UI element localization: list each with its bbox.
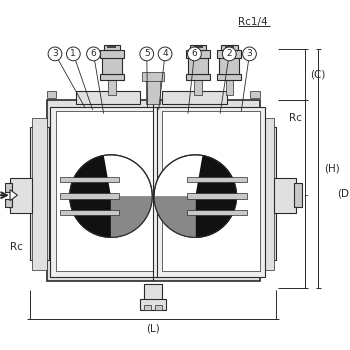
Text: 1: 1	[70, 49, 76, 58]
Bar	[47, 100, 260, 280]
Bar	[250, 91, 260, 98]
Bar	[157, 107, 265, 277]
Circle shape	[243, 47, 256, 61]
Bar	[186, 74, 210, 81]
Text: Rc: Rc	[10, 241, 23, 252]
Bar	[146, 77, 161, 104]
Bar	[102, 56, 122, 74]
Circle shape	[158, 47, 172, 61]
Bar	[186, 50, 210, 57]
Bar	[50, 107, 159, 277]
Bar	[60, 193, 119, 199]
Wedge shape	[195, 155, 237, 237]
Bar	[100, 50, 124, 57]
Bar	[108, 79, 116, 95]
Wedge shape	[154, 196, 195, 237]
Bar	[274, 178, 296, 212]
Bar	[260, 118, 274, 270]
Circle shape	[66, 47, 80, 61]
Bar	[294, 183, 302, 207]
Bar	[76, 91, 140, 104]
Bar	[187, 193, 247, 199]
Text: (L): (L)	[146, 324, 160, 334]
Bar	[104, 45, 120, 50]
Text: 3: 3	[247, 49, 252, 58]
Bar	[217, 74, 241, 81]
Bar	[226, 79, 233, 95]
Text: 2: 2	[226, 49, 232, 58]
Circle shape	[87, 47, 100, 61]
Bar	[140, 299, 166, 310]
Bar	[142, 72, 164, 82]
Bar	[32, 118, 47, 270]
Bar	[5, 183, 12, 207]
Text: Rc1/4: Rc1/4	[238, 17, 268, 27]
Bar	[155, 305, 162, 310]
Text: 5: 5	[144, 49, 149, 58]
Text: 4: 4	[162, 49, 168, 58]
Bar	[221, 45, 238, 50]
Bar	[190, 45, 206, 50]
Text: 6: 6	[91, 49, 96, 58]
Bar	[56, 111, 153, 271]
Bar	[162, 91, 226, 104]
Bar	[258, 127, 276, 260]
Text: (C): (C)	[310, 69, 326, 79]
Circle shape	[188, 47, 201, 61]
Wedge shape	[70, 155, 111, 237]
Bar	[219, 56, 239, 74]
Circle shape	[140, 47, 154, 61]
Text: (H): (H)	[324, 163, 340, 174]
Text: 3: 3	[52, 49, 58, 58]
Bar	[100, 74, 124, 81]
Circle shape	[222, 47, 236, 61]
Polygon shape	[0, 191, 10, 199]
Polygon shape	[10, 190, 18, 201]
Text: (D): (D)	[337, 189, 350, 199]
Wedge shape	[111, 196, 152, 237]
Wedge shape	[154, 155, 237, 237]
Bar	[162, 111, 260, 271]
Text: 6: 6	[191, 49, 197, 58]
Bar	[47, 91, 56, 98]
Bar	[188, 56, 208, 74]
Bar	[195, 79, 202, 95]
Bar	[60, 177, 119, 182]
Bar	[217, 50, 241, 57]
Bar	[10, 178, 32, 212]
Bar	[187, 177, 247, 182]
Bar	[144, 284, 162, 302]
Bar	[30, 127, 49, 260]
Bar	[144, 305, 151, 310]
Text: Rc: Rc	[289, 113, 302, 123]
Bar	[187, 210, 247, 215]
Bar	[60, 210, 119, 215]
Circle shape	[48, 47, 62, 61]
Wedge shape	[70, 155, 152, 237]
